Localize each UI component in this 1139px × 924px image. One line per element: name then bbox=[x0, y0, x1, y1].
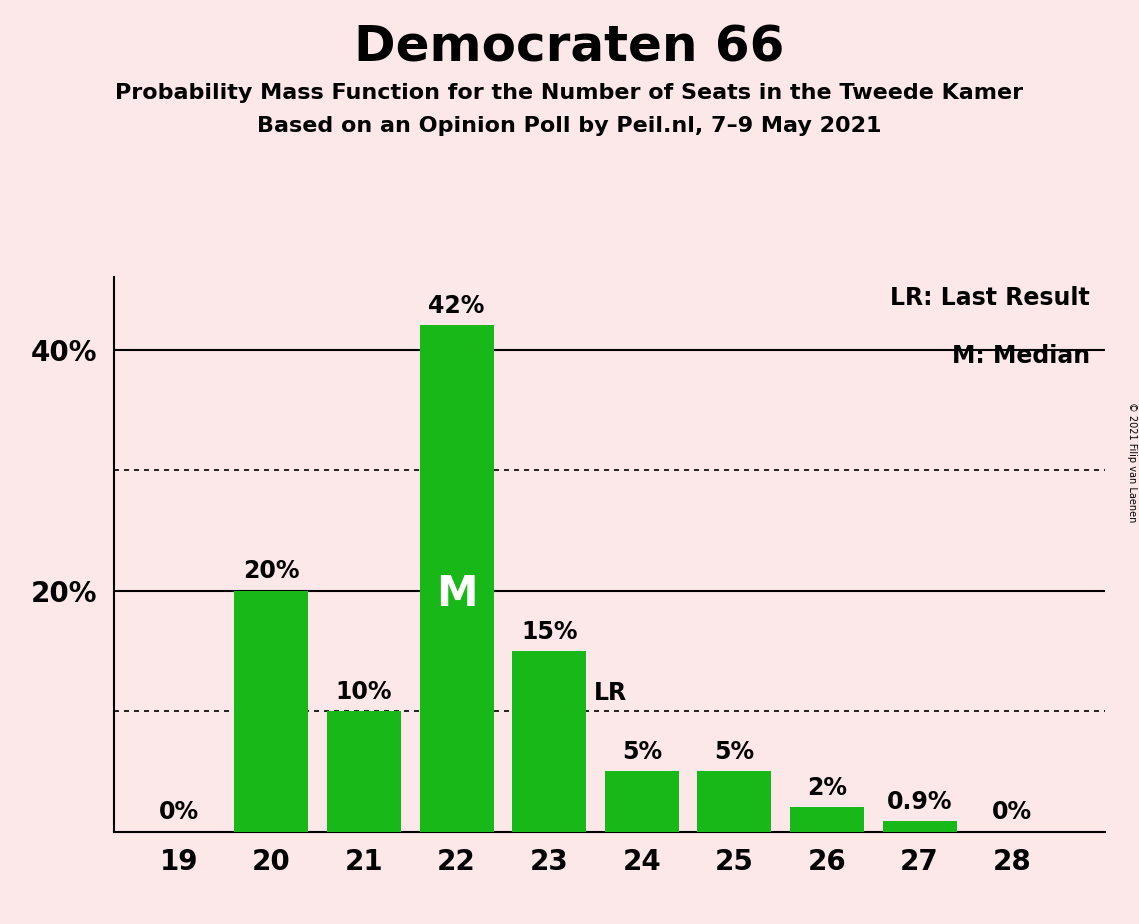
Bar bbox=[697, 772, 771, 832]
Text: Democraten 66: Democraten 66 bbox=[354, 23, 785, 71]
Bar bbox=[327, 711, 401, 832]
Bar bbox=[419, 325, 493, 832]
Text: LR: LR bbox=[593, 681, 626, 705]
Text: 10%: 10% bbox=[336, 680, 392, 704]
Text: M: M bbox=[436, 573, 477, 614]
Text: LR: Last Result: LR: Last Result bbox=[891, 286, 1090, 310]
Text: 15%: 15% bbox=[521, 620, 577, 644]
Text: 0%: 0% bbox=[992, 800, 1032, 824]
Text: 20%: 20% bbox=[243, 559, 300, 583]
Bar bbox=[883, 821, 957, 832]
Bar bbox=[235, 590, 309, 832]
Text: 2%: 2% bbox=[808, 776, 847, 800]
Text: M: Median: M: Median bbox=[952, 344, 1090, 368]
Bar bbox=[513, 650, 587, 832]
Bar bbox=[790, 808, 865, 832]
Text: 0.9%: 0.9% bbox=[887, 789, 952, 813]
Text: Based on an Opinion Poll by Peil.nl, 7–9 May 2021: Based on an Opinion Poll by Peil.nl, 7–9… bbox=[257, 116, 882, 136]
Text: © 2021 Filip van Laenen: © 2021 Filip van Laenen bbox=[1126, 402, 1137, 522]
Text: 5%: 5% bbox=[714, 740, 754, 764]
Text: 0%: 0% bbox=[158, 800, 199, 824]
Text: 5%: 5% bbox=[622, 740, 662, 764]
Text: Probability Mass Function for the Number of Seats in the Tweede Kamer: Probability Mass Function for the Number… bbox=[115, 83, 1024, 103]
Text: 42%: 42% bbox=[428, 294, 485, 318]
Bar bbox=[605, 772, 679, 832]
